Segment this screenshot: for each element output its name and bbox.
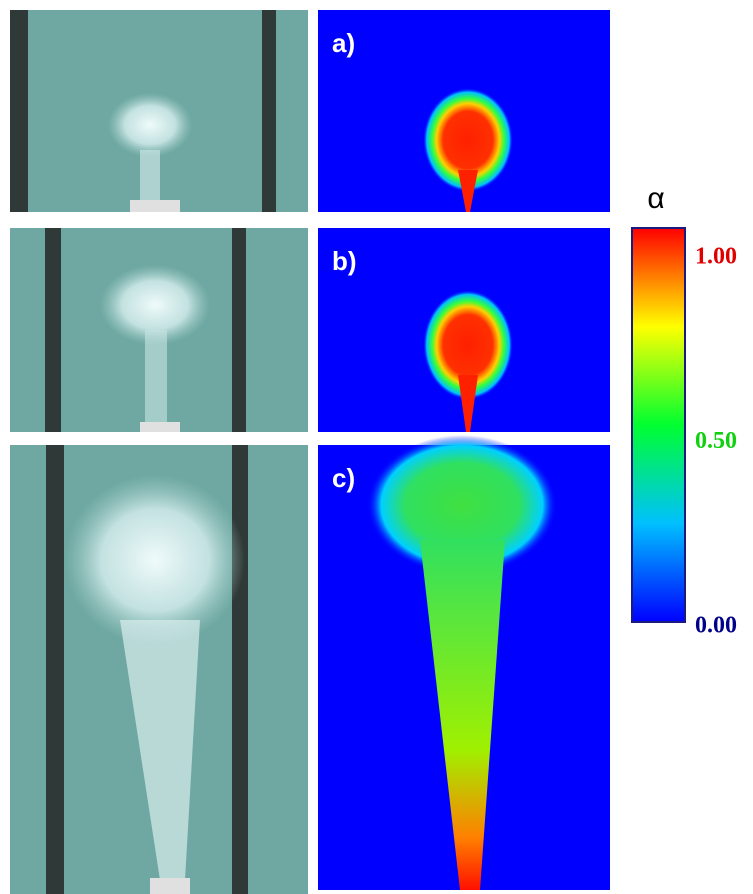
- sim-a: [318, 10, 610, 212]
- colorbar-tick-label: 1.00: [695, 244, 737, 270]
- photo-a: [10, 10, 308, 212]
- photo-b: [10, 228, 308, 432]
- colorbar-tick-label: 0.50: [695, 428, 737, 454]
- colorbar-title: α: [647, 182, 664, 215]
- panel-label: b): [332, 246, 357, 276]
- photo-c: [10, 445, 308, 894]
- colorbar: [631, 227, 686, 623]
- colorbar-tick-label: 0.00: [695, 613, 737, 639]
- panel-label: a): [332, 28, 355, 58]
- sim-b: [318, 228, 610, 432]
- colorbar-ticks: 1.00 0.50 0.00: [695, 244, 737, 639]
- sim-c: [318, 435, 610, 890]
- panel-label: c): [332, 463, 355, 493]
